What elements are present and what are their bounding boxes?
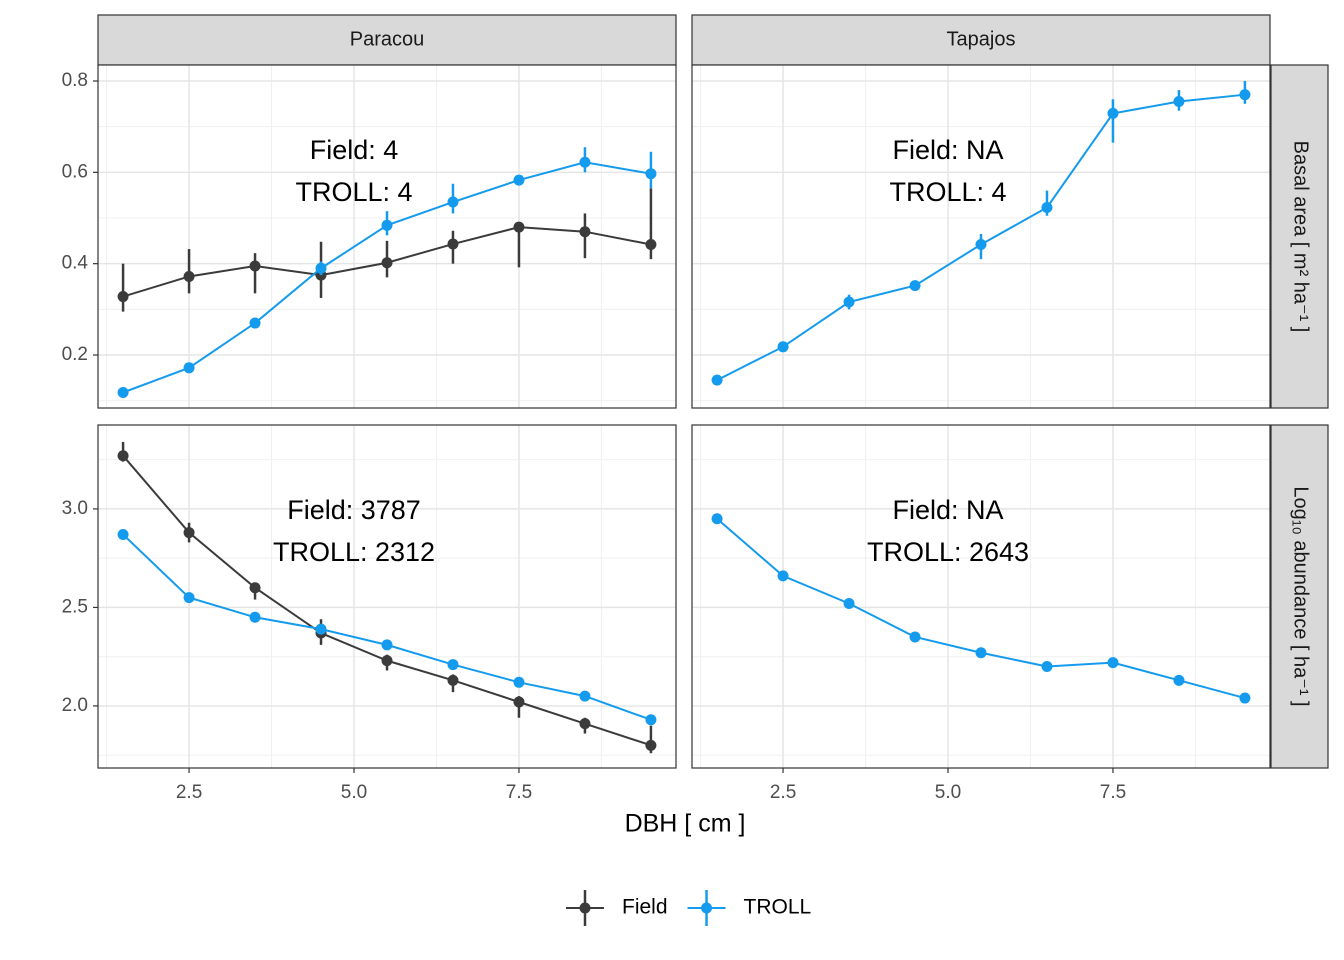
point (117, 291, 129, 303)
point (315, 262, 327, 274)
y-tick-label: 0.6 (62, 161, 88, 182)
point (975, 238, 987, 250)
point (381, 655, 393, 667)
point (1107, 657, 1119, 669)
facet-strip (1270, 424, 1329, 769)
point (843, 296, 855, 308)
point (381, 257, 393, 269)
point (1173, 674, 1185, 686)
point (117, 450, 129, 462)
point (1041, 201, 1053, 213)
point (249, 317, 261, 329)
annotation: TROLL: 2643 (867, 537, 1029, 567)
panel-background (98, 65, 676, 408)
legend-key (579, 902, 591, 914)
point (777, 341, 789, 353)
point (579, 156, 591, 168)
annotation: TROLL: 4 (295, 177, 412, 207)
point (645, 714, 657, 726)
point (645, 739, 657, 751)
panel-border (691, 64, 1271, 409)
panel-border (97, 64, 677, 409)
point (645, 238, 657, 250)
point (1041, 661, 1053, 673)
point (447, 674, 459, 686)
x-tick-label: 5.0 (935, 782, 961, 803)
point (513, 221, 525, 233)
annotation: Field: 4 (310, 135, 399, 165)
legend-label: Field (622, 896, 668, 919)
y-tick-label: 3.0 (62, 498, 88, 519)
panel-border (691, 424, 1271, 769)
facet-label: Log₁₀ abundance [ ha⁻¹ ] (1290, 486, 1312, 706)
x-tick-label: 2.5 (176, 782, 202, 803)
point (183, 527, 195, 539)
point (381, 219, 393, 231)
point (249, 611, 261, 623)
x-tick-label: 5.0 (341, 782, 367, 803)
point (249, 582, 261, 594)
point (1239, 692, 1251, 704)
point (447, 238, 459, 250)
point (117, 386, 129, 398)
point (183, 362, 195, 374)
point (645, 168, 657, 180)
point (777, 570, 789, 582)
x-tick-label: 7.5 (506, 782, 532, 803)
y-tick-label: 2.5 (62, 596, 88, 617)
point (579, 226, 591, 238)
facet-label: Basal area [ m² ha⁻¹ ] (1290, 141, 1312, 333)
legend-label: TROLL (744, 896, 812, 919)
point (909, 280, 921, 292)
point (513, 676, 525, 688)
point (315, 623, 327, 635)
point (513, 696, 525, 708)
annotation: Field: NA (892, 135, 1003, 165)
x-tick-label: 2.5 (770, 782, 796, 803)
point (183, 270, 195, 282)
point (711, 374, 723, 386)
facet-strip (97, 14, 677, 66)
annotation: Field: 3787 (287, 495, 421, 525)
y-tick-label: 0.8 (62, 70, 88, 91)
facet-label: Paracou (350, 28, 425, 50)
annotation: TROLL: 4 (889, 177, 1006, 207)
point (447, 659, 459, 671)
y-tick-label: 0.4 (62, 253, 89, 274)
point (447, 196, 459, 208)
point (579, 690, 591, 702)
legend-key (701, 902, 713, 914)
panel-border (97, 424, 677, 769)
point (381, 639, 393, 651)
point (183, 592, 195, 604)
x-tick-label: 7.5 (1100, 782, 1126, 803)
point (975, 647, 987, 659)
point (1173, 96, 1185, 108)
y-tick-label: 2.0 (62, 695, 88, 716)
facet-strip (1270, 64, 1329, 409)
point (711, 513, 723, 525)
point (579, 718, 591, 730)
point (513, 174, 525, 186)
point (249, 260, 261, 272)
point (909, 631, 921, 643)
panel-background (692, 425, 1270, 768)
point (843, 597, 855, 609)
annotation: TROLL: 2312 (273, 537, 435, 567)
point (117, 529, 129, 541)
x-axis-title: DBH [ cm ] (625, 810, 746, 838)
point (1239, 89, 1251, 101)
y-tick-label: 0.2 (62, 344, 88, 365)
point (1107, 107, 1119, 119)
annotation: Field: NA (892, 495, 1003, 525)
facet-strip (691, 14, 1271, 66)
facet-label: Tapajos (947, 28, 1016, 50)
